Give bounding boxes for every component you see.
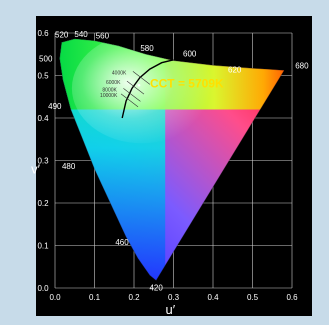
wavelength-label: 480 bbox=[62, 162, 76, 171]
wavelength-label: 620 bbox=[228, 66, 242, 75]
y-tick-label: 0.4 bbox=[37, 114, 49, 123]
x-tick-label: 0.3 bbox=[168, 293, 180, 302]
cct-label: 10000K bbox=[100, 93, 118, 99]
wavelength-label: 490 bbox=[48, 102, 62, 111]
y-tick-label: 0.1 bbox=[37, 242, 49, 251]
cct-line bbox=[132, 71, 151, 85]
x-tick-label: 0.6 bbox=[286, 293, 298, 302]
cct-label: 4000K bbox=[112, 70, 127, 76]
cct-annotation: CCT = 5709K bbox=[150, 76, 224, 90]
y-tick-label: 0.6 bbox=[37, 29, 49, 38]
wavelength-label: 540 bbox=[74, 30, 88, 39]
cct-line bbox=[123, 88, 141, 102]
cct-line bbox=[126, 80, 145, 95]
x-tick-label: 0.5 bbox=[247, 293, 259, 302]
y-tick-label: 0.0 bbox=[37, 284, 49, 293]
x-tick-label: 0.2 bbox=[128, 293, 140, 302]
planckian-locus bbox=[121, 59, 174, 119]
x-tick-label: 0.1 bbox=[89, 293, 101, 302]
wavelength-label: 520 bbox=[55, 31, 69, 40]
y-tick-label: 0.5 bbox=[37, 72, 49, 81]
wavelength-label: 680 bbox=[295, 61, 309, 70]
cct-line bbox=[120, 93, 139, 108]
wavelength-label: 560 bbox=[96, 32, 110, 41]
cct-point bbox=[137, 83, 141, 87]
x-axis-label: u′ bbox=[166, 302, 176, 317]
x-tick-label: 0.4 bbox=[207, 293, 219, 302]
cct-label: 6000K bbox=[106, 80, 121, 86]
y-tick-label: 0.2 bbox=[37, 199, 49, 208]
x-axis-tick-labels: 0.0 0.1 0.2 0.3 0.4 0.5 0.6 bbox=[49, 293, 298, 302]
wavelength-label: 580 bbox=[140, 44, 154, 53]
y-axis-tick-labels: 0.0 0.1 0.2 0.3 0.4 0.5 0.6 bbox=[37, 29, 49, 293]
spectral-locus-outline bbox=[59, 38, 285, 281]
cct-label: 8000K bbox=[102, 87, 117, 93]
wavelength-label: 600 bbox=[183, 50, 197, 59]
wavelength-label: 420 bbox=[149, 283, 163, 292]
x-tick-label: 0.0 bbox=[49, 293, 61, 302]
y-tick-label: 0.3 bbox=[37, 157, 49, 166]
wavelength-label: 460 bbox=[115, 238, 129, 247]
wavelength-labels: 420 460 480 490 500 520 540 560 580 600 620 680 bbox=[39, 30, 309, 293]
wavelength-label: 500 bbox=[39, 55, 53, 64]
y-axis-label: v′ bbox=[31, 161, 41, 176]
